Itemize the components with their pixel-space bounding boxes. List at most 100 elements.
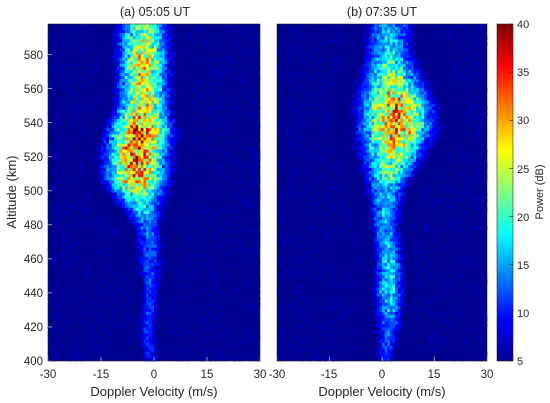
heatmap-cell (169, 152, 173, 157)
heatmap-cell (290, 152, 294, 157)
heatmap-cell (148, 54, 152, 58)
heatmap-cell (368, 158, 372, 163)
heatmap-cell (408, 149, 412, 153)
heatmap-cell (151, 192, 155, 196)
heatmap-cell (209, 146, 213, 150)
heatmap-cell (361, 143, 364, 147)
heatmap-cell (418, 82, 422, 86)
heatmap-cell (79, 357, 83, 362)
heatmap-cell (159, 152, 163, 157)
heatmap-cell (93, 290, 96, 294)
heatmap-cell (403, 48, 406, 52)
heatmap-cell (138, 140, 142, 144)
heatmap-cell (376, 122, 380, 126)
heatmap-cell (151, 100, 155, 104)
heatmap-cell (371, 140, 375, 144)
heatmap-cell (366, 183, 370, 187)
heatmap-cell (228, 177, 232, 181)
heatmap-cell (405, 146, 409, 150)
heatmap-cell (387, 146, 391, 150)
heatmap-cell (79, 131, 83, 135)
heatmap-cell (332, 149, 336, 153)
heatmap-cell (138, 256, 142, 261)
heatmap-cell (371, 100, 375, 104)
heatmap-cell (130, 100, 134, 104)
heatmap-cell (481, 66, 485, 71)
heatmap-cell (361, 125, 364, 129)
heatmap-cell (379, 183, 383, 187)
heatmap-cell (143, 299, 147, 304)
heatmap-cell (140, 250, 144, 255)
heatmap-cell (116, 85, 120, 89)
heatmap-cell (400, 100, 404, 104)
heatmap-cell (122, 293, 126, 297)
heatmap-cell (254, 250, 258, 255)
heatmap-cell (108, 305, 112, 310)
heatmap-cell (135, 134, 139, 138)
heatmap-cell (156, 106, 160, 111)
heatmap-cell (143, 39, 147, 43)
heatmap-cell (169, 66, 173, 71)
heatmap-cell (135, 152, 139, 157)
heatmap-cell (368, 174, 372, 178)
heatmap-cell (156, 69, 160, 74)
heatmap-cell (395, 167, 399, 172)
heatmap-cell (151, 103, 155, 108)
heatmap-cell (146, 266, 149, 270)
heatmap-cell (387, 134, 391, 138)
heatmap-cell (108, 125, 112, 129)
heatmap-cell (143, 140, 147, 144)
heatmap-cell (214, 210, 218, 215)
heatmap-cell (146, 45, 149, 49)
heatmap-cell (87, 201, 91, 206)
heatmap-cell (135, 220, 139, 224)
heatmap-cell (410, 66, 414, 71)
heatmap-cell (230, 318, 234, 322)
heatmap-cell (405, 33, 409, 37)
heatmap-cell (148, 33, 152, 37)
heatmap-cell (424, 158, 427, 163)
heatmap-cell (374, 186, 378, 190)
heatmap-cell (138, 122, 142, 126)
heatmap-cell (159, 24, 163, 28)
heatmap-cell (148, 177, 152, 181)
heatmap-cell (132, 213, 136, 218)
heatmap-cell (193, 91, 197, 95)
heatmap-cell (257, 131, 261, 135)
heatmap-cell (111, 106, 115, 111)
heatmap-cell (130, 42, 134, 46)
heatmap-cell (164, 76, 168, 80)
heatmap-cell (101, 128, 104, 132)
heatmap-cell (363, 45, 367, 49)
heatmap-cell (122, 79, 126, 83)
heatmap-cell (74, 204, 78, 209)
heatmap-cell (106, 146, 110, 150)
heatmap-cell (313, 167, 317, 172)
heatmap-cell (408, 106, 412, 111)
heatmap-cell (90, 69, 94, 74)
heatmap-cell (114, 198, 118, 202)
heatmap-cell (135, 66, 139, 71)
heatmap-cell (151, 152, 155, 157)
heatmap-cell (458, 143, 462, 147)
heatmap-cell (416, 128, 420, 132)
heatmap-cell (119, 164, 123, 169)
heatmap-cell (392, 189, 396, 193)
heatmap-cell (159, 213, 163, 218)
heatmap-cell (389, 69, 393, 74)
heatmap-cell (413, 66, 417, 71)
heatmap-cell (154, 149, 157, 153)
heatmap-cell (313, 161, 317, 166)
heatmap-cell (127, 103, 131, 108)
heatmap-cell (324, 143, 328, 147)
heatmap-cell (124, 51, 128, 55)
heatmap-cell (103, 287, 107, 291)
heatmap-cell (321, 57, 325, 62)
heatmap-cell (77, 339, 81, 343)
heatmap-cell (114, 354, 118, 359)
heatmap-cell (241, 112, 245, 117)
heatmap-cell (169, 109, 173, 114)
heatmap-cell (473, 51, 477, 55)
heatmap-cell (161, 73, 165, 77)
heatmap-cell (410, 91, 414, 95)
